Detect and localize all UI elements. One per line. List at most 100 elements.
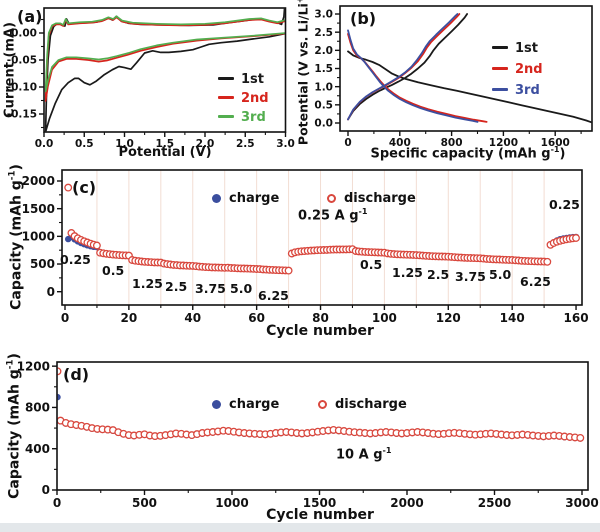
rate-annotation: 5.0 <box>230 281 253 296</box>
series-layer-a <box>44 8 285 132</box>
rate-annotation: 6.25 <box>258 288 289 303</box>
rate-annotation: 0.5 <box>102 263 125 278</box>
y-tick-label: 0 <box>42 483 50 497</box>
panel-c-label: (c) <box>72 178 97 197</box>
rate-annotation: 2.5 <box>427 267 450 282</box>
x-tick-label: 140 <box>500 311 525 325</box>
panel-d-label: (d) <box>63 365 90 384</box>
rate-annotation: 1.25 <box>132 276 163 291</box>
page-bottom-strip <box>0 523 600 532</box>
rate-annotation: 5.0 <box>489 267 512 282</box>
panel-b: 0 400 800 1200 1600 0.0 0.5 1.0 1.5 2.0 2.5 3.0 (b)… <box>295 0 600 161</box>
y-tick-label: 0 <box>47 285 55 299</box>
x-tick-label: 1500 <box>303 496 336 510</box>
x-tick-label: 100 <box>372 311 397 325</box>
rate-annotation: 6.25 <box>520 274 551 289</box>
rate-annotation: 0.25 A g-1 <box>298 207 368 224</box>
rate-annotation: 10 A g-1 <box>336 446 392 463</box>
panel-d-y-axis-title: Capacity (mAh g-1) <box>5 353 23 499</box>
x-tick-label: 2.5 <box>236 138 255 150</box>
legend-entry-3rd: 3rd <box>492 80 543 101</box>
x-tick-label: 1.0 <box>115 138 134 150</box>
x-tick-label: 0.0 <box>35 138 54 150</box>
x-tick-label: 800 <box>441 137 463 149</box>
charge-marker-icon <box>212 194 221 203</box>
x-tick-label: 20 <box>121 311 138 325</box>
panel-d: 0 500 1000 1500 2000 2500 3000 0 400 800 1200 (d) … <box>0 350 600 532</box>
rate-annotation: 0.5 <box>360 257 383 272</box>
x-tick-label: 2.0 <box>196 138 215 150</box>
x-tick-label: 1000 <box>215 496 248 510</box>
panel-b-label: (b) <box>350 9 377 28</box>
y-tick-label: -0.15 <box>7 109 37 121</box>
legend-label: 1st <box>241 72 264 87</box>
rate-annotation: 2.5 <box>165 279 188 294</box>
y-tick-label: 1500 <box>22 202 55 216</box>
y-tick-label: 1.5 <box>314 63 333 75</box>
y-tick-label: 800 <box>25 401 50 415</box>
panel-c-chart: 0 20 40 60 80 100 120 140 160 0 500 1000 1500 2000 <box>22 169 589 325</box>
line-sample-icon <box>218 96 234 99</box>
charge-legend: charge <box>212 397 279 412</box>
y-tick-label: 500 <box>30 257 55 271</box>
x-tick-label: 1200 <box>489 137 518 149</box>
legend-entry-1st: 1st <box>218 70 269 89</box>
x-tick-label: 0 <box>53 496 61 510</box>
panel-c-x-axis-title: Cycle number <box>266 323 374 339</box>
panel-b-y-axis-title: Potential (V vs. Li/Li+) <box>295 0 311 146</box>
y-tick-label: 0.00 <box>11 28 37 40</box>
panel-d-x-axis-title: Cycle number <box>266 507 374 523</box>
y-tick-label: 3.0 <box>314 9 333 21</box>
series-layer-b <box>347 13 592 124</box>
discharge-marker-icon <box>327 194 336 203</box>
x-tick-label: 0 <box>61 311 69 325</box>
x-tick-label: 2500 <box>478 496 511 510</box>
legend-label: 3rd <box>241 110 266 125</box>
legend-entry-3rd: 3rd <box>218 108 269 127</box>
x-tick-label: 3.0 <box>276 138 295 150</box>
plot-frame <box>61 169 583 306</box>
legend-entry-2nd: 2nd <box>492 59 543 80</box>
y-tick-label: 2.0 <box>314 45 333 57</box>
rate-annotation: 3.75 <box>455 269 486 284</box>
y-tick-label: 0.0 <box>314 118 333 130</box>
y-tick-label: -0.10 <box>7 82 37 94</box>
panel-b-chart: 0 400 800 1200 1600 0.0 0.5 1.0 1.5 2.0 2.5 3.0 <box>314 5 593 149</box>
y-tick-label: 2000 <box>22 174 55 188</box>
line-sample-icon <box>218 115 234 118</box>
legend-label: 1st <box>515 41 538 56</box>
x-tick-label: 3000 <box>565 496 598 510</box>
charge-marker-icon <box>212 400 221 409</box>
rate-annotation: 0.25 <box>549 197 580 212</box>
series-layer-d <box>57 367 585 442</box>
rate-annotation: 3.75 <box>195 281 226 296</box>
panel-b-legend: 1st 2nd 3rd <box>492 38 543 101</box>
x-tick-label: 0 <box>344 137 351 149</box>
y-tick-label: 0.5 <box>314 100 333 112</box>
y-tick-label: 2.5 <box>314 27 333 39</box>
x-tick-label: 0.5 <box>75 138 94 150</box>
discharge-legend: discharge <box>327 191 416 206</box>
x-tick-label: 40 <box>184 311 201 325</box>
legend-label: 3rd <box>515 83 540 98</box>
rate-annotation: 0.25 <box>60 252 91 267</box>
x-tick-label: 120 <box>436 311 461 325</box>
x-tick-label: 1600 <box>541 137 570 149</box>
line-sample-icon <box>492 67 508 70</box>
panel-d-chart: 0 500 1000 1500 2000 2500 3000 0 400 800 1200 <box>17 359 599 510</box>
panel-a-label: (a) <box>17 7 43 26</box>
x-tick-label: 60 <box>248 311 265 325</box>
panel-a: 0.0 0.5 1.0 1.5 2.0 2.5 3.0 0.00 -0.05 -0.10 -0.15… <box>0 0 295 160</box>
x-tick-label: 2000 <box>390 496 423 510</box>
line-sample-icon <box>492 88 508 91</box>
legend-label: 2nd <box>241 91 269 106</box>
y-tick-label: -0.05 <box>7 55 37 67</box>
x-tick-label: 160 <box>564 311 589 325</box>
plot-frame <box>56 361 589 491</box>
series-layer-c <box>64 183 580 275</box>
panel-c-y-axis-title: Capacity (mAh g-1) <box>7 164 25 310</box>
rate-annotation: 1.25 <box>392 265 423 280</box>
y-tick-label: 1000 <box>22 230 55 244</box>
x-tick-label: 500 <box>132 496 157 510</box>
